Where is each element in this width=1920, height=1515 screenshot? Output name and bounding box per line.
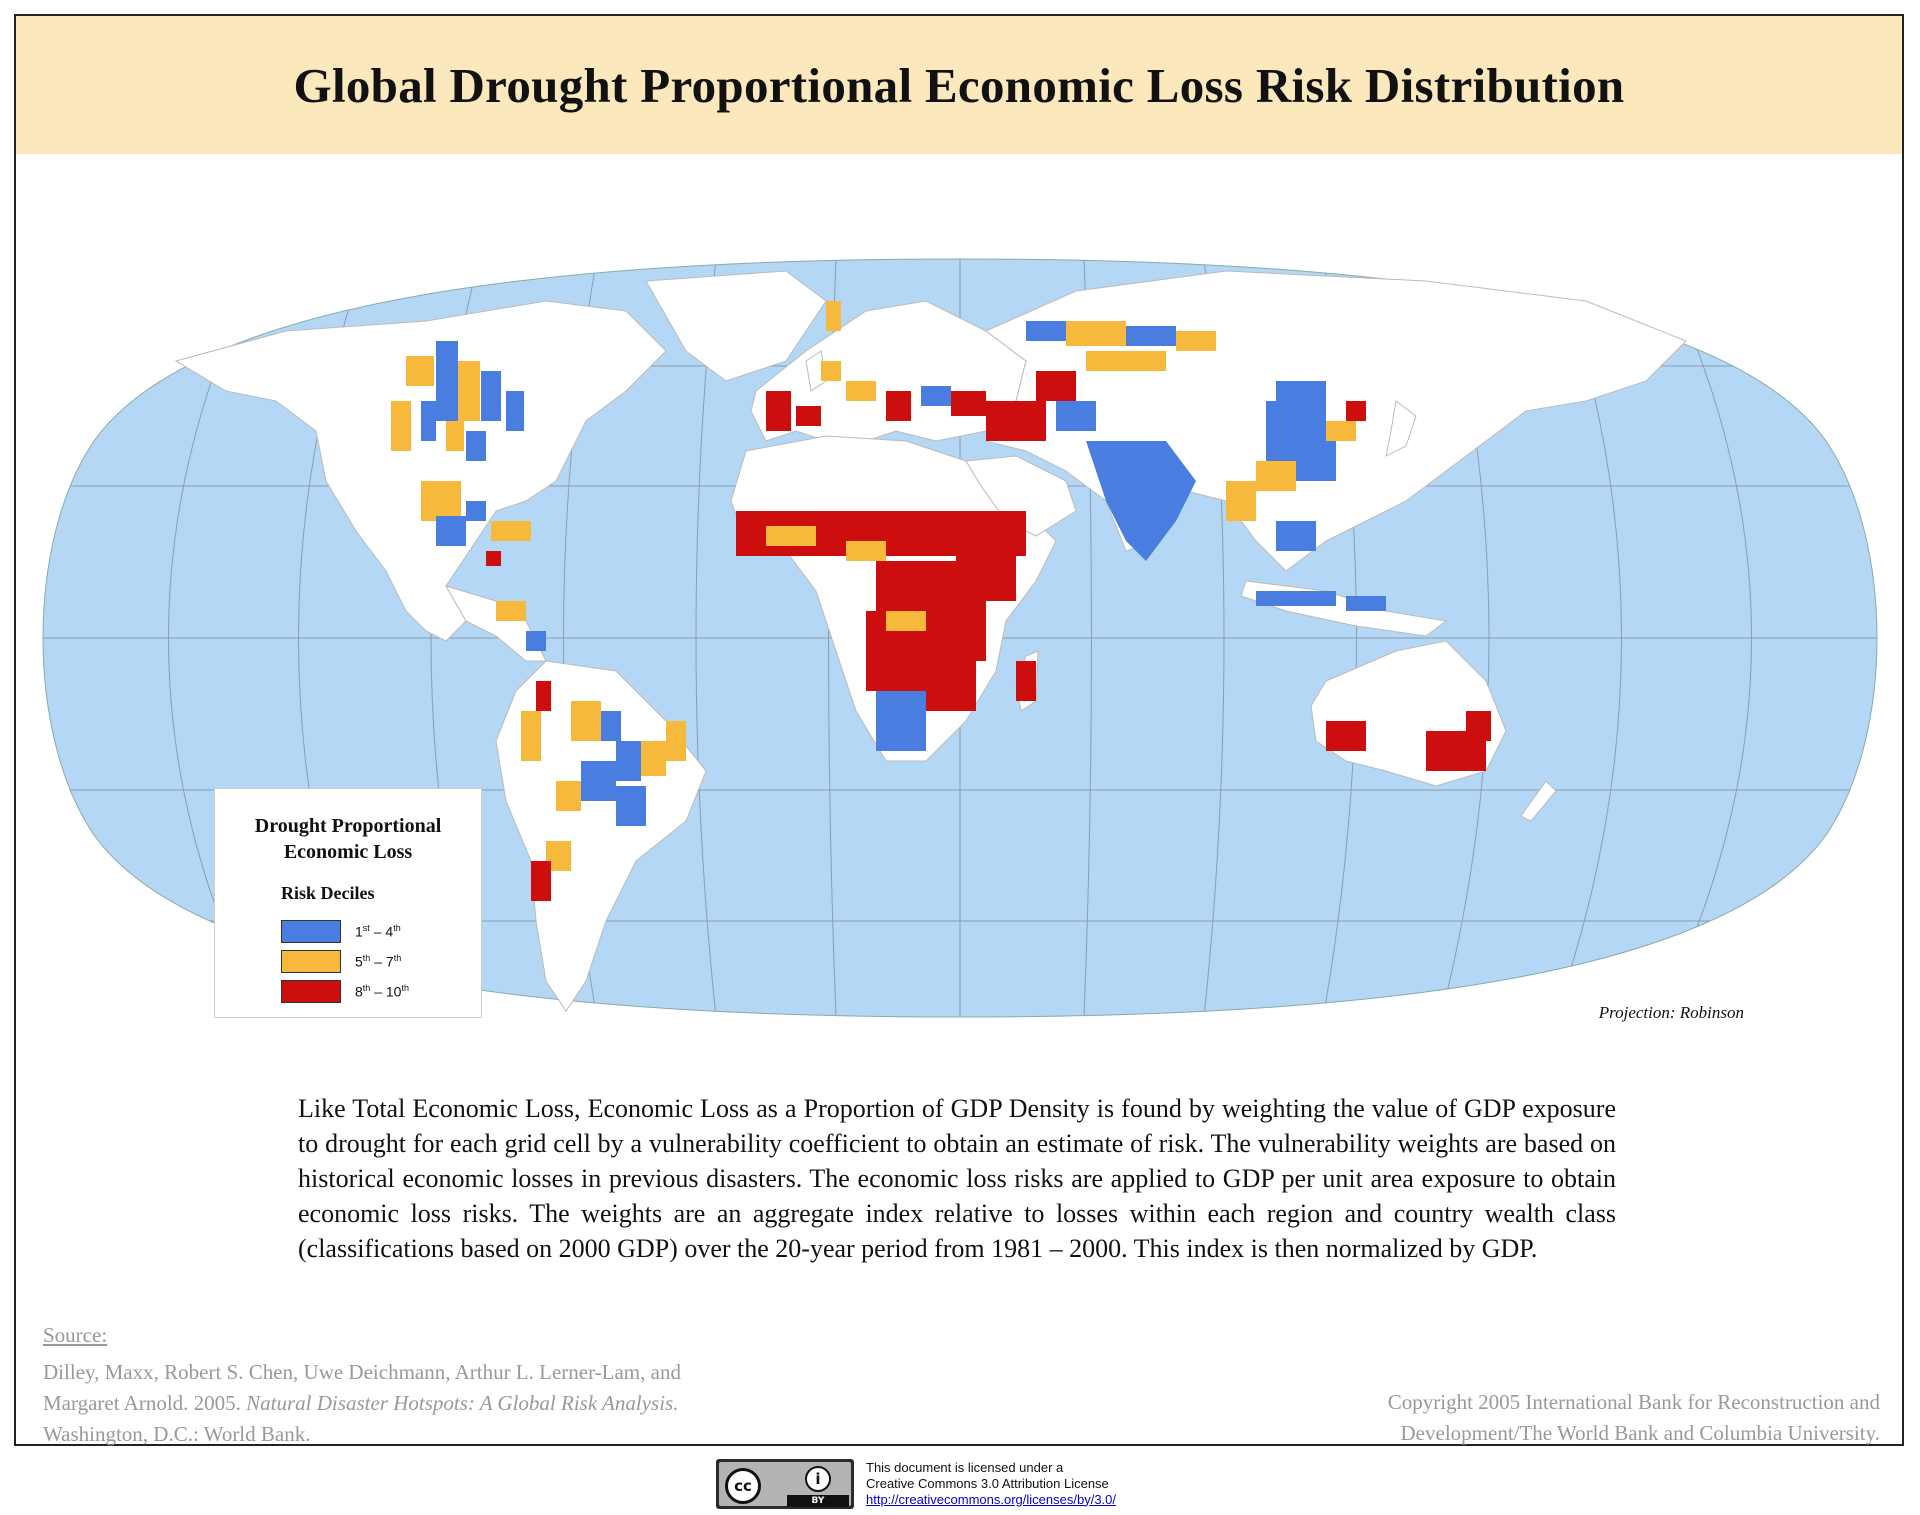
source-heading: Source: <box>43 1323 108 1347</box>
japan <box>1385 400 1417 457</box>
cc-by-badge[interactable]: cc i BY <box>716 1458 854 1509</box>
license-line-1: This document is licensed under a <box>866 1459 1064 1475</box>
risk-cells <box>391 301 1491 901</box>
legend-item-high: 8th – 10th <box>281 979 409 1004</box>
license-link[interactable]: http://creativecommons.org/licenses/by/3… <box>866 1491 1117 1507</box>
by-label: BY <box>787 1494 849 1507</box>
license-text: This document is licensed under a Creati… <box>866 1460 1116 1508</box>
legend-title: Drought Proportional Economic Loss <box>254 815 442 863</box>
world-map-svg <box>42 258 1878 1018</box>
arabia <box>965 455 1077 537</box>
source-citation: Dilley, Maxx, Robert S. Chen, Uwe Deichm… <box>43 1357 683 1450</box>
projection-label: Projection: Robinson <box>1598 1003 1744 1022</box>
license-line-2: Creative Commons 3.0 Attribution License <box>866 1475 1109 1491</box>
source-authors: Dilley, Maxx, Robert S. Chen, Uwe Deichm… <box>43 1360 681 1415</box>
legend-item-low: 1st – 4th <box>281 919 401 944</box>
legend-swatch-medium <box>281 950 341 973</box>
legend-swatch-low <box>281 920 341 943</box>
legend-subtitle: Risk Deciles <box>281 883 375 903</box>
legend-label-high: 8th – 10th <box>355 983 409 1000</box>
legend-item-medium: 5th – 7th <box>281 949 401 974</box>
legend-label-medium: 5th – 7th <box>355 953 402 970</box>
north-america <box>174 300 667 642</box>
title-band: Global Drought Proportional Economic Los… <box>16 16 1902 154</box>
map-poster-frame: Global Drought Proportional Economic Los… <box>14 14 1904 1446</box>
cc-icon: cc <box>725 1467 761 1504</box>
legend-label-low: 1st – 4th <box>355 923 401 940</box>
attribution-person-icon: i <box>805 1465 831 1492</box>
source-work-title: Natural Disaster Hotspots: A Global Risk… <box>246 1391 679 1415</box>
new-zealand <box>1520 780 1557 822</box>
world-map: Drought Proportional Economic Loss Risk … <box>26 241 1894 1035</box>
copyright-notice: Copyright 2005 International Bank for Re… <box>1387 1390 1880 1445</box>
legend: Drought Proportional Economic Loss Risk … <box>214 788 482 1018</box>
source-publisher: Washington, D.C.: World Bank. <box>43 1422 311 1446</box>
legend-swatch-high <box>281 980 341 1003</box>
license-bar: cc i BY This document is licensed under … <box>716 1456 1116 1511</box>
description-paragraph: Like Total Economic Loss, Economic Loss … <box>298 1094 1616 1263</box>
greenland <box>645 270 827 382</box>
page-title: Global Drought Proportional Economic Los… <box>293 57 1625 113</box>
